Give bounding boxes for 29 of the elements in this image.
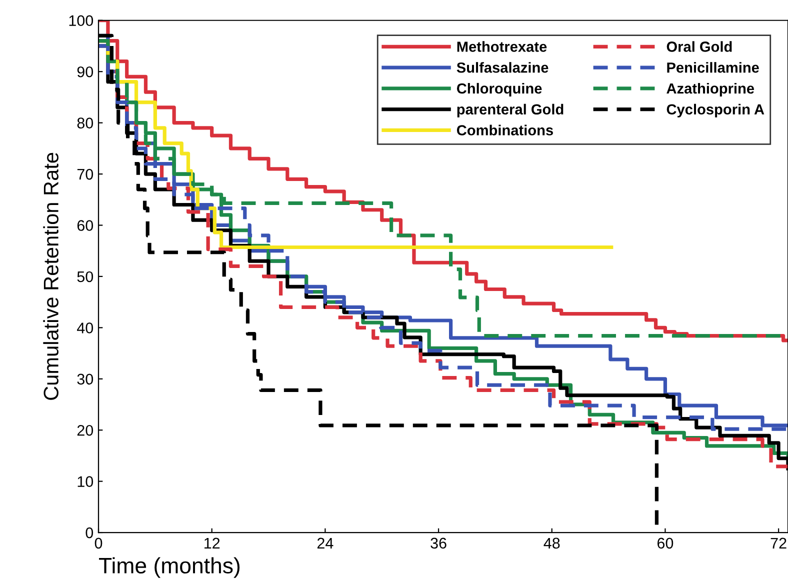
legend-label: Combinations <box>456 124 553 136</box>
x-tick-label: 72 <box>770 538 786 548</box>
legend-label: Oral Gold <box>666 41 732 52</box>
y-tick-label: 30 <box>77 374 94 385</box>
x-tick-label: 0 <box>94 538 102 549</box>
legend-label: Cyclosporin A <box>666 104 764 118</box>
x-tick-label: 36 <box>430 538 446 549</box>
legend-label: Penicillamine <box>667 62 759 73</box>
y-tick-label: 80 <box>77 118 94 128</box>
y-tick-label: 90 <box>77 66 94 78</box>
x-tick-label: 12 <box>204 538 220 548</box>
y-tick-label: 0 <box>86 527 94 538</box>
y-tick-label: 40 <box>77 322 94 334</box>
x-tick-label: 48 <box>544 538 560 549</box>
x-tick-label: 60 <box>657 538 674 549</box>
y-tick-label: 50 <box>77 271 94 282</box>
y-tick-label: 100 <box>69 15 94 26</box>
x-tick-label: 24 <box>317 538 334 548</box>
y-axis-title: Cumulative Retention Rate <box>43 152 58 400</box>
x-axis-title: Time (months) <box>99 557 240 578</box>
legend-label: Chloroquine <box>456 82 542 97</box>
y-tick-label: 60 <box>77 220 94 231</box>
y-tick-label: 20 <box>77 424 94 436</box>
legend-label: parenteral Gold <box>457 104 564 118</box>
y-tick-label: 10 <box>78 476 94 487</box>
legend-label: Methotrexate <box>457 41 547 52</box>
legend-label: Azathioprine <box>666 82 754 97</box>
legend-label: Sulfasalazine <box>456 62 548 73</box>
y-tick-label: 70 <box>77 168 94 180</box>
